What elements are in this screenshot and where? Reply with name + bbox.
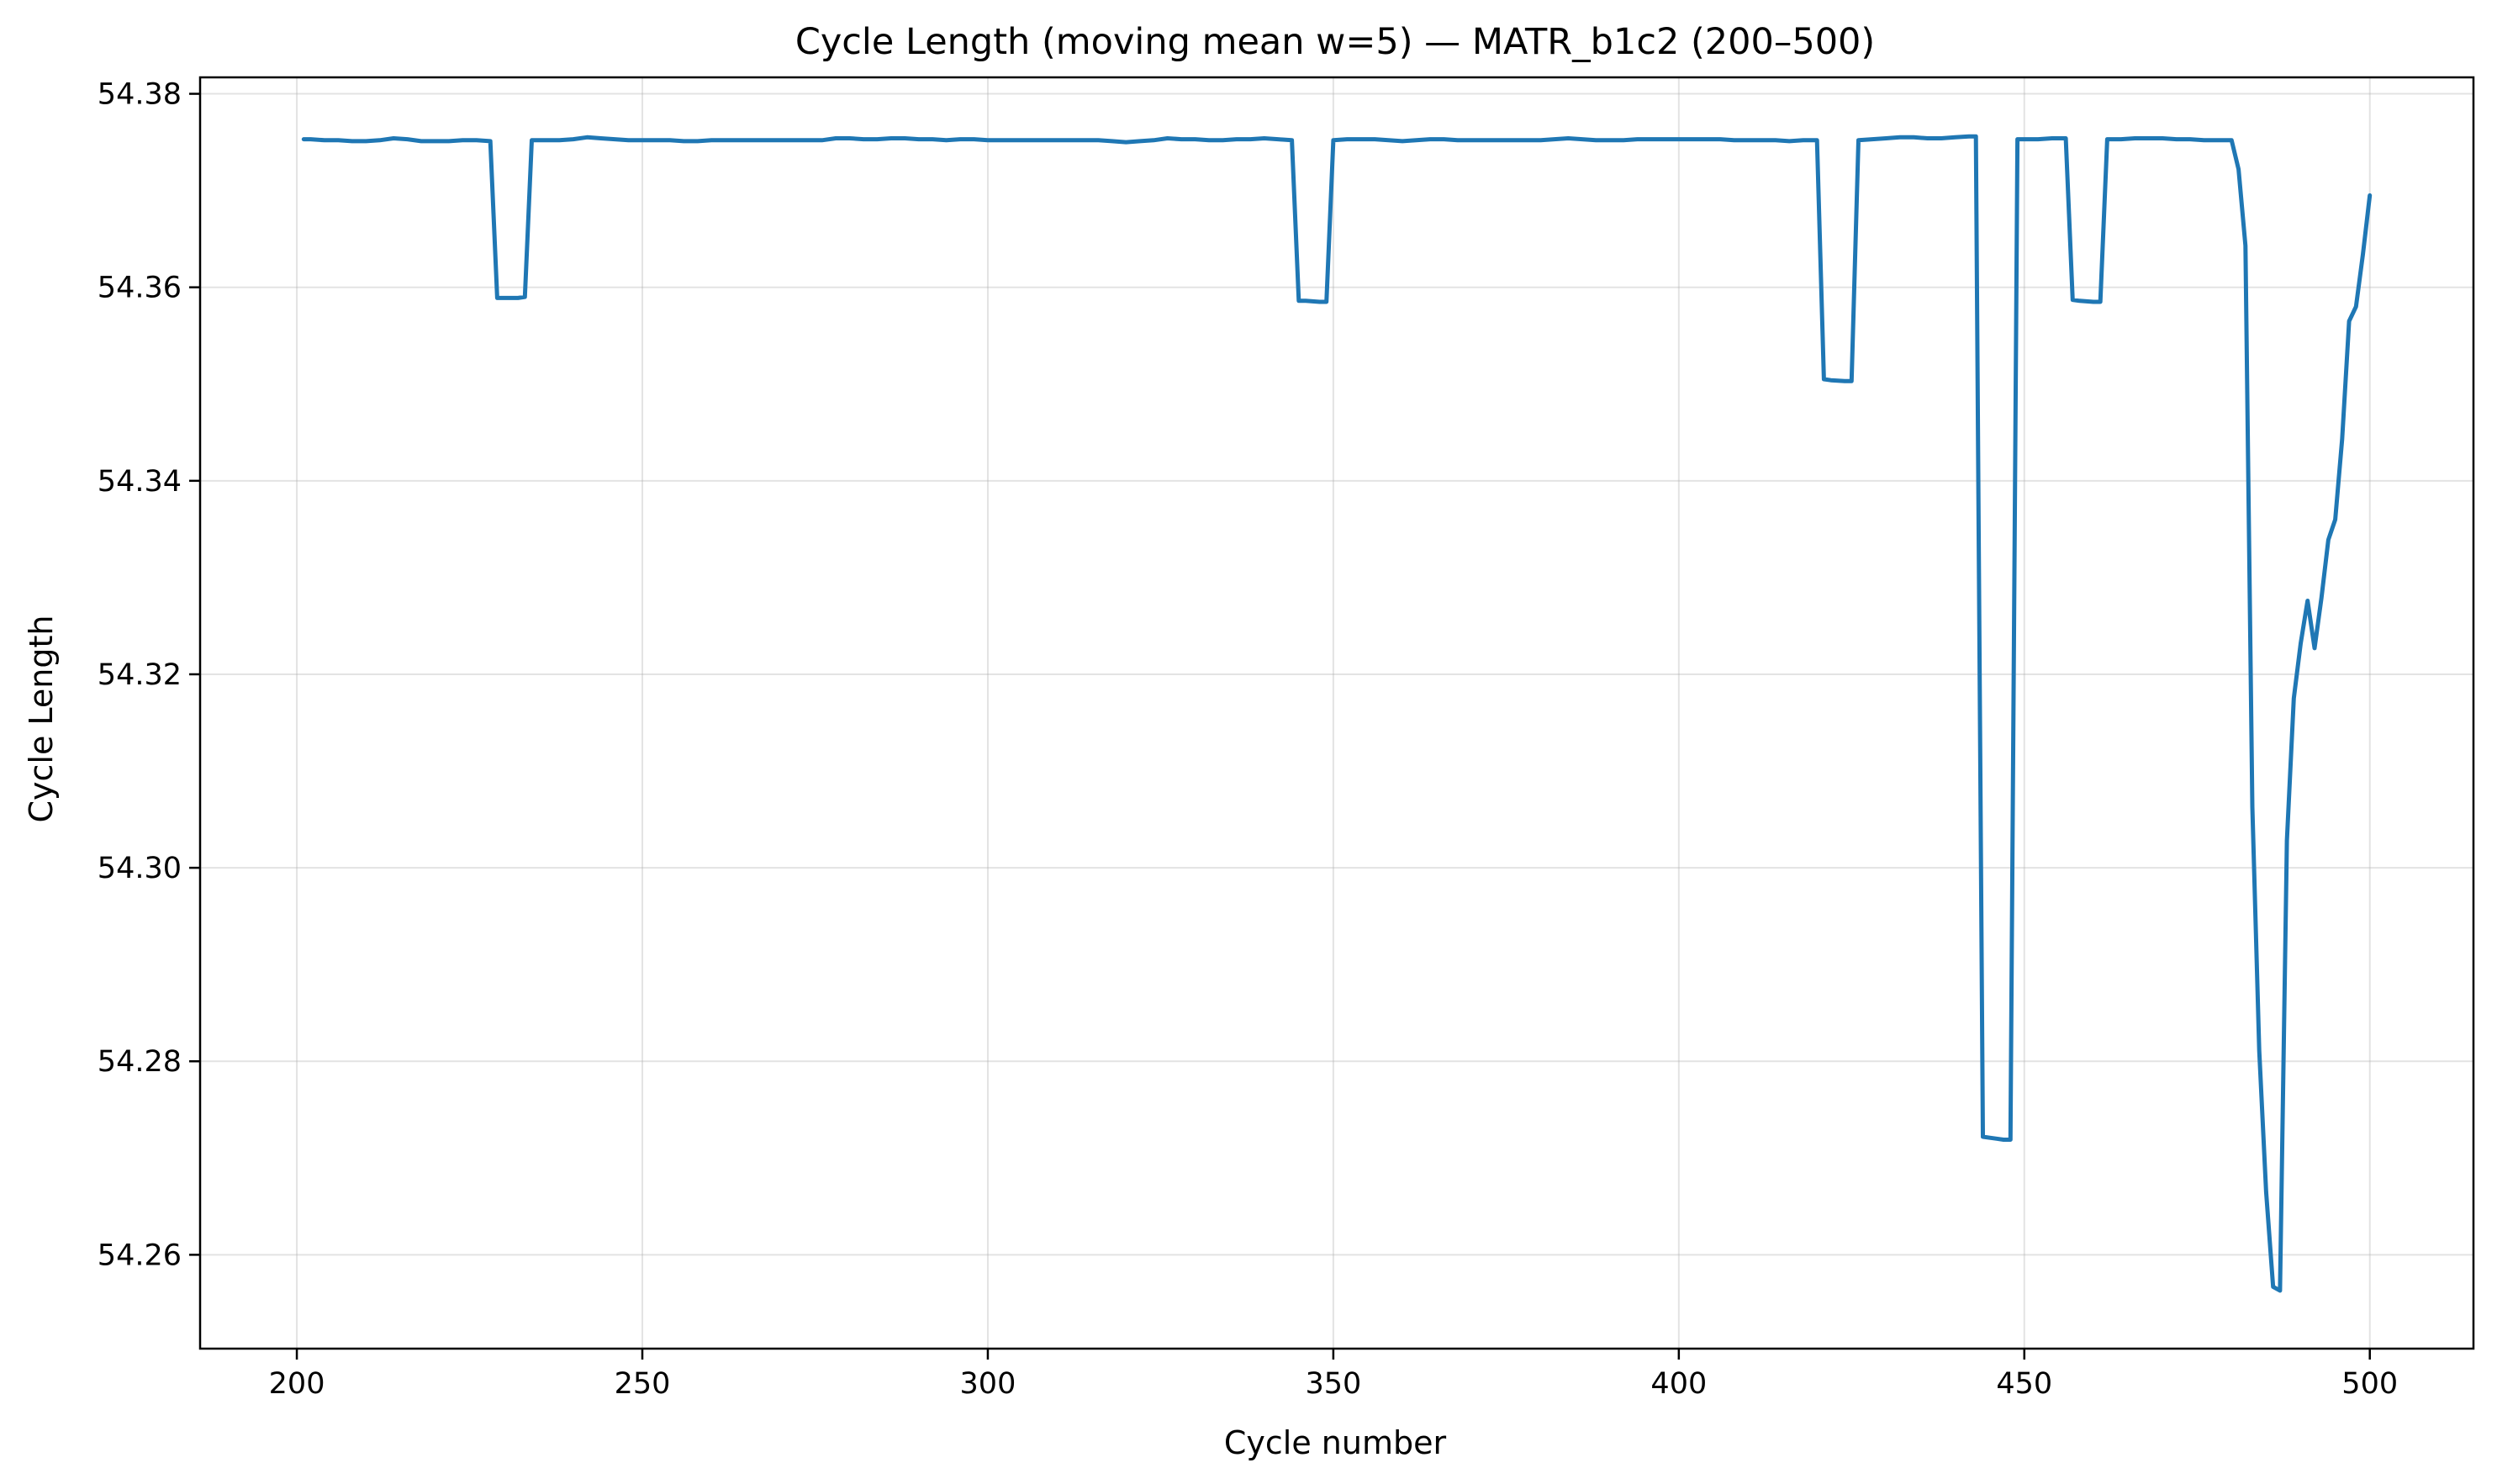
y-axis-ticks: 54.26 54.28 54.30 54.32 54.34 54.36 54.38: [98, 78, 200, 1272]
x-axis-label: Cycle number: [1224, 1424, 1447, 1461]
y-tick-label: 54.28: [98, 1045, 182, 1079]
x-tick-label: 350: [1305, 1367, 1361, 1401]
x-tick-label: 300: [960, 1367, 1016, 1401]
plot-area-frame: [198, 76, 2475, 1350]
chart-title: Cycle Length (moving mean w=5) — MATR_b1…: [795, 21, 1875, 63]
y-tick-label: 54.36: [98, 272, 182, 305]
grid-lines: [200, 77, 2473, 1349]
y-tick-label: 54.38: [98, 78, 182, 112]
y-axis-label: Cycle Length: [23, 615, 60, 823]
series-line: [301, 134, 2373, 1293]
x-tick-label: 450: [1996, 1367, 2052, 1401]
y-tick-label: 54.34: [98, 465, 182, 499]
x-tick-label: 500: [2341, 1367, 2398, 1401]
y-tick-label: 54.26: [98, 1238, 182, 1272]
y-tick-label: 54.32: [98, 658, 182, 692]
y-tick-label: 54.30: [98, 852, 182, 885]
x-axis-ticks: 200 250 300 350 400 450 500: [269, 1349, 2398, 1401]
x-tick-label: 250: [615, 1367, 671, 1401]
x-tick-label: 200: [269, 1367, 325, 1401]
x-tick-label: 400: [1650, 1367, 1707, 1401]
